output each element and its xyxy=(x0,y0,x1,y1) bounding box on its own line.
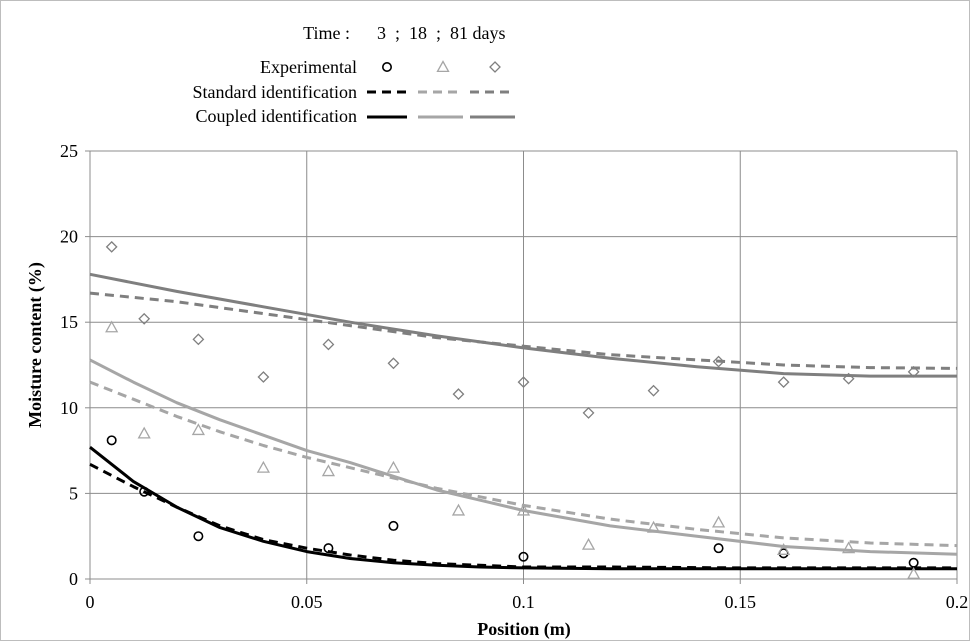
legend-swatches xyxy=(367,60,515,119)
legend-marker-triangle xyxy=(436,60,450,73)
data-point-circle xyxy=(388,520,399,531)
data-point-triangle xyxy=(907,567,921,579)
data-point-triangle xyxy=(191,423,205,436)
legend-row-standard: Standard identification xyxy=(193,82,357,102)
standard-curve xyxy=(89,291,958,370)
data-point-triangle xyxy=(581,537,596,550)
x-tick-label: 0.1 xyxy=(512,592,535,612)
x-axis-title: Position (m) xyxy=(477,619,571,640)
data-point-triangle xyxy=(842,541,856,554)
data-point-circle xyxy=(908,557,919,568)
x-tick-label: 0.15 xyxy=(725,592,757,612)
x-tick-label: 0 xyxy=(86,592,95,612)
data-point-diamond xyxy=(322,338,335,351)
data-point-circle xyxy=(106,435,117,446)
coupled-curve xyxy=(89,358,958,556)
coupled-curve xyxy=(89,272,957,378)
series-lines xyxy=(89,272,958,571)
data-point-circle xyxy=(778,548,789,559)
tick-labels: 0 5 10 15 20 25 0 0.05 0.1 0.15 0.2 xyxy=(60,141,968,612)
data-point-circle xyxy=(713,543,724,554)
data-point-diamond xyxy=(777,376,790,389)
data-point-diamond xyxy=(842,372,855,385)
data-point-diamond xyxy=(257,371,270,383)
data-point-circle xyxy=(193,531,204,542)
data-point-diamond xyxy=(582,407,595,419)
data-point-triangle xyxy=(386,460,401,473)
data-point-triangle xyxy=(451,503,466,516)
grid-lines xyxy=(89,150,958,580)
data-point-triangle xyxy=(137,426,151,439)
data-point-triangle xyxy=(776,543,791,555)
y-tick-label: 10 xyxy=(60,398,78,418)
data-point-diamond xyxy=(192,333,205,346)
data-point-diamond xyxy=(647,384,660,397)
coupled-curve xyxy=(89,446,957,571)
x-tick-label: 0.05 xyxy=(291,592,323,612)
y-tick-label: 20 xyxy=(60,227,78,247)
data-point-triangle xyxy=(646,520,661,533)
y-tick-label: 25 xyxy=(60,141,78,161)
data-point-triangle xyxy=(256,460,271,473)
data-point-circle xyxy=(518,551,529,562)
y-tick-label: 15 xyxy=(60,312,78,332)
legend-row-experimental: Experimental xyxy=(260,57,357,77)
data-point-diamond xyxy=(517,376,530,389)
legend-marker-circle xyxy=(381,61,392,72)
legend: Time : 3 ; 18 ; 81 days Experimental Sta… xyxy=(193,23,515,126)
data-point-triangle xyxy=(105,320,119,333)
data-point-diamond xyxy=(105,240,118,253)
y-tick-label: 5 xyxy=(69,483,78,503)
data-point-triangle xyxy=(711,515,726,528)
x-tick-label: 0.2 xyxy=(946,592,969,612)
data-point-diamond xyxy=(387,357,400,370)
data-point-triangle xyxy=(321,464,336,477)
axes xyxy=(85,150,958,584)
data-point-diamond xyxy=(907,365,920,378)
data-point-diamond xyxy=(452,388,465,401)
legend-time-values: 3 ; 18 ; 81 days xyxy=(377,23,506,43)
experimental-points xyxy=(105,240,921,579)
data-point-circle xyxy=(139,486,150,497)
data-point-diamond xyxy=(138,312,151,325)
y-axis-title: Moisture content (%) xyxy=(25,262,46,428)
data-point-triangle xyxy=(516,503,531,516)
data-point-diamond xyxy=(712,355,725,368)
data-point-circle xyxy=(323,543,334,554)
y-tick-label: 0 xyxy=(69,569,78,589)
legend-marker-diamond xyxy=(489,61,501,73)
legend-row-coupled: Coupled identification xyxy=(196,106,357,126)
legend-time-label: Time : xyxy=(303,23,350,43)
